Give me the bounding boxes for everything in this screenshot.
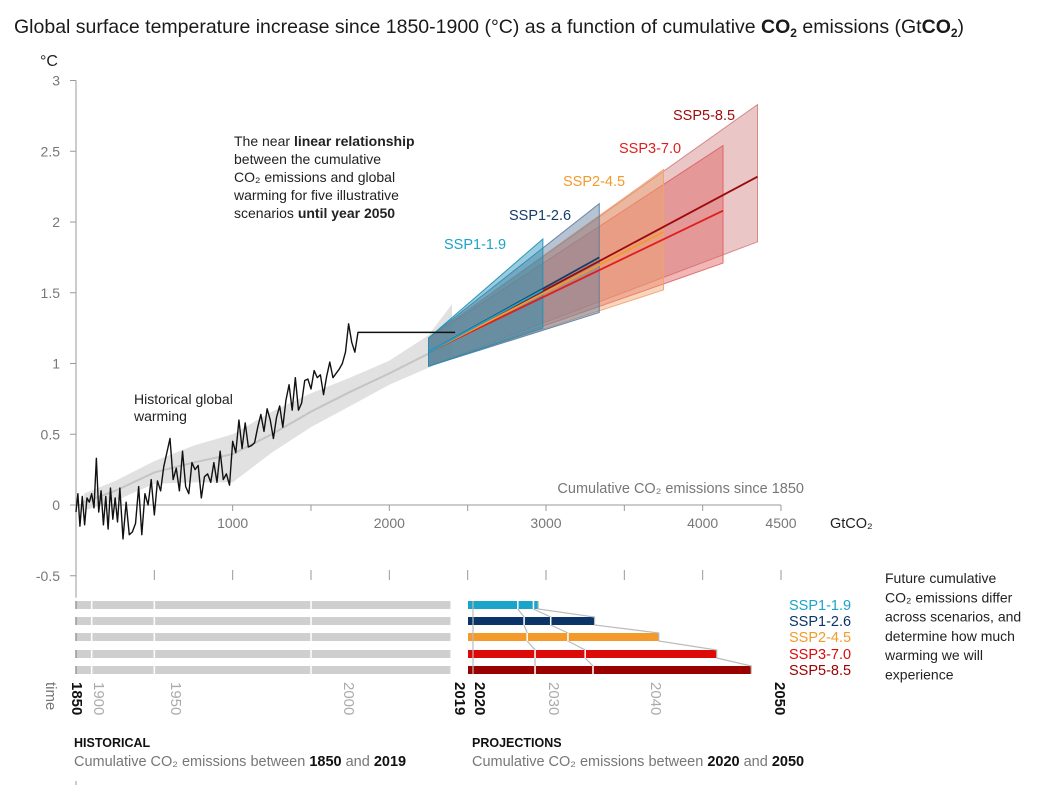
y-tick-label: 2.5 [41,143,61,159]
scenario-line-ssp3-7.0 [428,209,724,353]
annotation-segment: The near [234,133,294,149]
x-tick-label: 4500 [765,515,796,531]
timeline-year-1900: 1900 [90,682,107,715]
timeline-year-1850: 1850 [68,682,85,715]
timeline-year-2020: 2020 [471,682,488,715]
scenario-line-ssp2-4.5 [428,231,664,353]
annotation-segment: scenarios [234,205,298,221]
annotation-segment: linear relationship [294,133,415,149]
timeline-label-ssp5-8.5: SSP5-8.5 [789,663,851,679]
projection-bar-ssp2-4.5 [468,633,659,641]
projection-bar-ssp1-1.9 [468,601,539,609]
timeline-label-ssp1-1.9: SSP1-1.9 [789,598,851,614]
y-tick-label: 3 [52,73,60,89]
annotation-segment: until year 2050 [298,205,395,221]
x-tick-label: 3000 [530,515,561,531]
timeline-label-ssp1-2.6: SSP1-2.6 [789,614,851,630]
timeline-year-1950: 1950 [167,682,184,715]
timeline-year-2019: 2019 [451,682,468,715]
footer-historical-heading: HISTORICAL [74,736,151,750]
future-emissions-note: Future cumulative CO₂ emissions differ acr… [884,570,1021,683]
timeline-label-ssp3-7.0: SSP3-7.0 [789,647,851,663]
timeline-axis-label: time [42,682,59,710]
scenario-label-ssp5-8.5: SSP5-8.5 [673,108,735,124]
scenario-label-ssp2-4.5: SSP2-4.5 [563,174,625,190]
x-axis-unit: GtCO₂ [830,516,873,532]
side-note-line: experience [885,667,954,683]
footer-projections-heading: PROJECTIONS [472,736,562,750]
side-note-line: CO₂ emissions differ [885,589,1013,605]
historical-bar [76,666,451,674]
linear-relationship-annotation: The near linear relationship between the … [233,133,415,221]
historical-bar [76,617,451,625]
historical-warming-line [75,323,456,540]
footer-historical-text: Cumulative CO₂ emissions between 1850 an… [74,754,406,770]
scenario-band-ssp1-1.9 [428,237,544,368]
side-note-line: warming we will [884,647,983,663]
historical-bar [76,633,451,641]
projection-bar-ssp3-7.0 [468,650,717,658]
y-tick-label: 1 [52,356,60,372]
x-tick-label: 4000 [687,515,718,531]
y-tick-label: 2 [52,214,60,230]
scenario-line-ssp1-1.9 [428,289,544,353]
side-note-line: Future cumulative [885,570,996,586]
historical-warming-label: Historical global warming [133,391,237,424]
projection-bar-ssp5-8.5 [468,666,752,674]
annotation-segment: warming for five illustrative [233,187,399,203]
timeline-year-2030: 2030 [545,682,562,715]
x-tick-label: 2000 [374,515,405,531]
y-tick-label: -0.5 [36,568,60,584]
historical-bar [76,601,451,609]
x-axis-caption: Cumulative CO₂ emissions since 1850 [557,481,804,497]
x-tick-label: 1000 [217,515,248,531]
y-tick-label: 1.5 [41,285,61,301]
annotation-segment: CO₂ emissions and global [234,169,395,185]
footer-projections-text: Cumulative CO₂ emissions between 2020 an… [472,754,804,770]
historical-smooth-line [83,339,453,504]
annotation-segment: between the cumulative [234,151,381,167]
plot-area: 3 2.5 2 1.5 1 0.5 0 -0.5 1000 2000 3000 4000 4500 SSP… [36,73,797,598]
y-tick-label: 0 [52,497,60,513]
scenario-label-ssp1-1.9: SSP1-1.9 [444,237,506,253]
timeline-bars: SSP1-1.9SSP1-2.6SSP2-4.5SSP3-7.0SSP5-8.5… [42,598,851,715]
side-note-line: determine how much [885,628,1015,644]
historical-uncertainty-band [83,304,452,511]
side-note-line: across scenarios, and [885,609,1021,625]
timeline-year-2040: 2040 [647,682,664,715]
chart-title: Global surface temperature increase sinc… [14,16,964,40]
y-tick-label: 0.5 [41,426,61,442]
year-connector [537,601,752,674]
timeline-year-2050: 2050 [771,682,788,715]
scenario-label-ssp1-2.6: SSP1-2.6 [509,208,571,224]
timeline-year-2000: 2000 [340,682,357,715]
historical-bar [76,650,451,658]
timeline-label-ssp2-4.5: SSP2-4.5 [789,630,851,646]
y-axis-unit: °C [40,53,58,70]
scenario-label-ssp3-7.0: SSP3-7.0 [619,141,681,157]
projection-bar-ssp1-2.6 [468,617,595,625]
